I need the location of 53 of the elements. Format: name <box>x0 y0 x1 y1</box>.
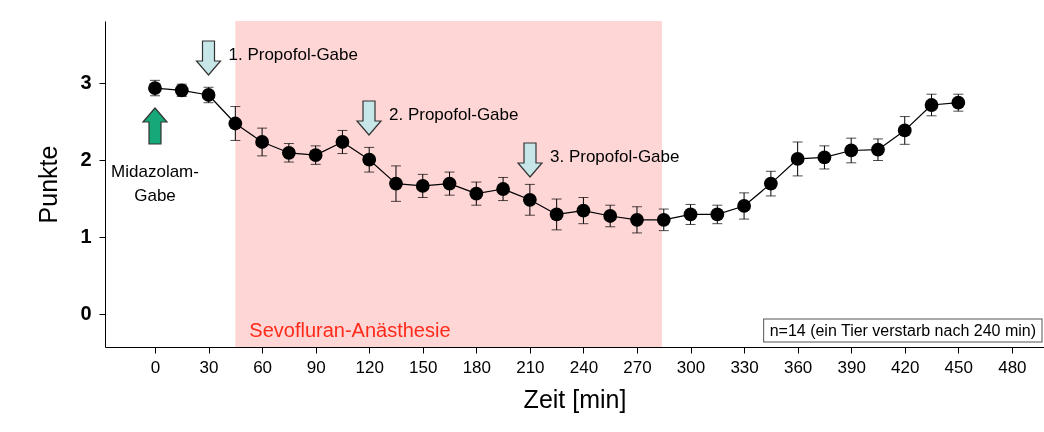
y-axis-title: Punkte <box>34 145 63 224</box>
point <box>442 176 457 191</box>
point <box>496 182 510 196</box>
x-tick-label: 360 <box>783 357 813 377</box>
x-tick-label: 180 <box>462 357 491 377</box>
x-tick-label: 450 <box>944 357 973 377</box>
annotation: 1. Propofol-Gabe <box>228 45 358 64</box>
x-tick-label: 390 <box>837 357 866 377</box>
point <box>228 116 243 131</box>
x-tick-label: 90 <box>306 357 326 377</box>
x-tick-label: 240 <box>569 357 599 377</box>
x-tick-label: 0 <box>150 357 161 377</box>
y-tick-label: 0 <box>80 302 92 325</box>
point <box>924 98 939 112</box>
x-tick-label: 60 <box>253 357 273 377</box>
point <box>817 150 832 165</box>
point <box>871 142 885 157</box>
annotation: n=14 (ein Tier verstarb nach 240 min) <box>769 322 1036 339</box>
x-tick-label: 420 <box>891 357 920 377</box>
x-tick-label: 300 <box>676 357 706 377</box>
x-tick-label: 270 <box>623 357 652 377</box>
x-tick-label: 150 <box>409 357 438 377</box>
annotation: 2. Propofol-Gabe <box>389 105 519 124</box>
point <box>469 186 484 201</box>
point <box>630 212 644 227</box>
annotation: Midazolam-Gabe <box>111 162 199 205</box>
y-tick-label: 3 <box>80 71 92 94</box>
point <box>790 152 805 166</box>
point <box>255 135 269 149</box>
point <box>389 176 403 191</box>
x-tick-label: 210 <box>516 357 545 377</box>
point <box>415 179 430 193</box>
point <box>897 123 912 138</box>
x-tick-label: 30 <box>199 357 219 377</box>
x-tick-label: 330 <box>730 357 759 377</box>
point <box>576 203 591 218</box>
point <box>683 207 698 222</box>
point <box>549 207 564 222</box>
point <box>844 143 859 158</box>
band-label: Sevofluran-Anästhesie <box>249 319 451 341</box>
point <box>362 152 377 167</box>
point <box>603 209 618 223</box>
x-tick-label: 120 <box>355 357 384 377</box>
point <box>656 212 671 227</box>
y-tick-label: 2 <box>80 148 92 171</box>
point <box>737 199 751 213</box>
point <box>522 192 537 207</box>
x-axis-title: Zeit [min] <box>523 384 627 413</box>
y-tick-label: 1 <box>80 225 92 248</box>
x-tick-label: 480 <box>998 357 1027 377</box>
point <box>763 176 778 191</box>
point <box>335 135 350 149</box>
annotation: 3. Propofol-Gabe <box>550 147 680 166</box>
